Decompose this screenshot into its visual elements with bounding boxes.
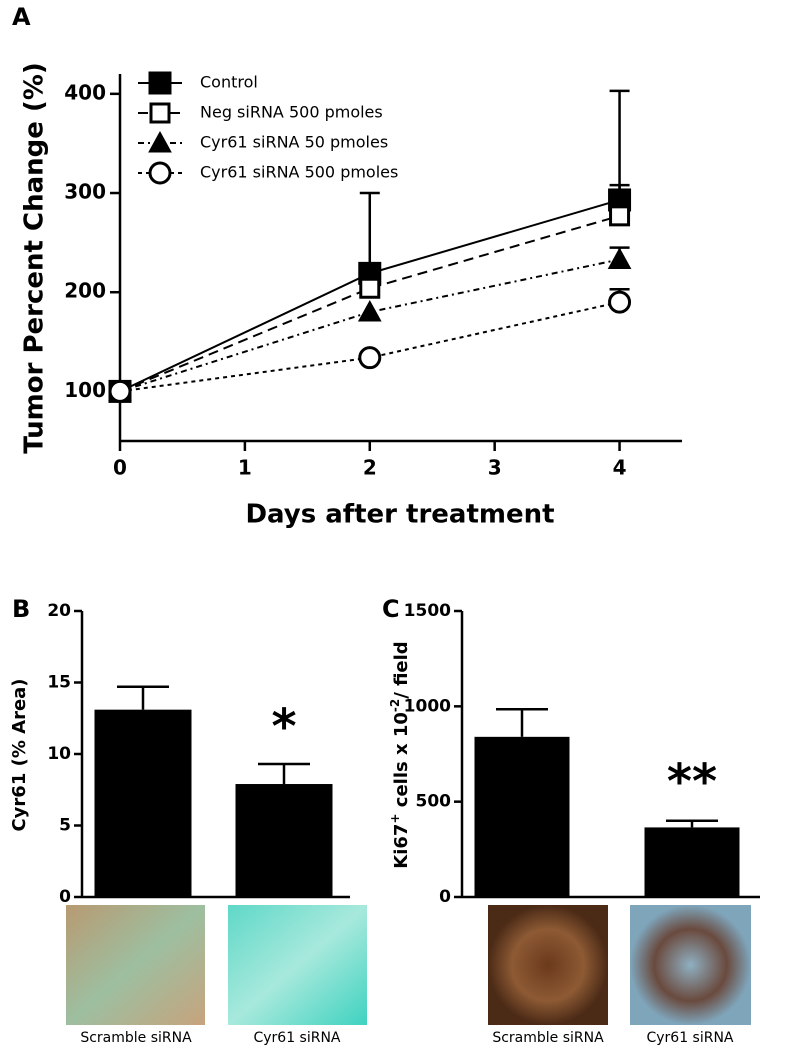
marker xyxy=(609,205,631,227)
y-tick-label: 15 xyxy=(47,673,71,693)
y-tick-label: 200 xyxy=(64,279,106,303)
panel-label: B xyxy=(12,595,30,623)
y-tick-label: 5 xyxy=(59,816,71,836)
y-tick-label: 10 xyxy=(47,744,71,764)
y-axis-label-part: Ki67 xyxy=(391,824,412,869)
micrograph xyxy=(630,905,751,1025)
panel-label: C xyxy=(382,595,400,623)
y-tick-label: 1500 xyxy=(404,601,451,621)
marker xyxy=(108,379,132,403)
micrograph xyxy=(66,905,205,1025)
micrograph xyxy=(488,905,608,1025)
y-axis-label: Tumor Percent Change (%) xyxy=(20,62,50,454)
legend-label: Cyr61 siRNA 50 pmoles xyxy=(200,133,388,152)
y-axis-label-part: -2 xyxy=(388,699,402,712)
y-tick-label: 1000 xyxy=(404,696,451,716)
bar xyxy=(235,784,333,897)
y-tick-label: 0 xyxy=(59,887,71,907)
category-label: Cyr61 siRNA xyxy=(646,1030,733,1046)
y-tick-label: 500 xyxy=(416,792,452,812)
bar xyxy=(94,709,192,897)
y-tick-label: 400 xyxy=(64,80,106,104)
legend-label: Control xyxy=(200,73,258,92)
significance: ** xyxy=(667,754,717,810)
y-tick-label: 300 xyxy=(64,180,106,204)
y-axis-label-part: cells x 10 xyxy=(391,712,412,813)
marker xyxy=(359,277,381,299)
y-axis-label: Ki67+ cells x 10-2/ field xyxy=(388,641,413,868)
marker xyxy=(357,300,382,322)
significance: * xyxy=(271,699,296,755)
category-label: Scramble siRNA xyxy=(80,1030,192,1046)
panel-label: A xyxy=(12,3,31,31)
y-axis-label-part: + xyxy=(388,813,402,823)
x-tick-label: 3 xyxy=(488,456,502,480)
x-tick-label: 4 xyxy=(613,456,627,480)
legend-marker xyxy=(149,102,171,124)
legend-marker xyxy=(148,161,172,185)
legend-label: Neg siRNA 500 pmoles xyxy=(200,103,383,122)
bar xyxy=(474,736,570,897)
y-tick-label: 20 xyxy=(47,601,71,621)
bar xyxy=(644,827,740,897)
x-tick-label: 2 xyxy=(363,456,377,480)
x-tick-label: 1 xyxy=(238,456,252,480)
micrograph xyxy=(228,905,367,1025)
y-tick-label: 100 xyxy=(64,378,106,402)
legend-marker xyxy=(148,130,172,153)
x-axis-label: Days after treatment xyxy=(245,500,554,530)
legend-label: Cyr61 siRNA 500 pmoles xyxy=(200,163,398,182)
x-tick-label: 0 xyxy=(113,456,127,480)
legend-marker xyxy=(148,71,172,95)
category-label: Scramble siRNA xyxy=(492,1030,604,1046)
marker xyxy=(358,346,382,370)
category-label: Cyr61 siRNA xyxy=(253,1030,340,1046)
series-line xyxy=(119,258,620,393)
marker xyxy=(607,247,632,269)
y-tick-label: 0 xyxy=(439,887,451,907)
marker xyxy=(608,290,632,314)
y-axis-label: Cyr61 (% Area) xyxy=(9,678,30,831)
y-axis-label-part: / field xyxy=(391,641,412,698)
